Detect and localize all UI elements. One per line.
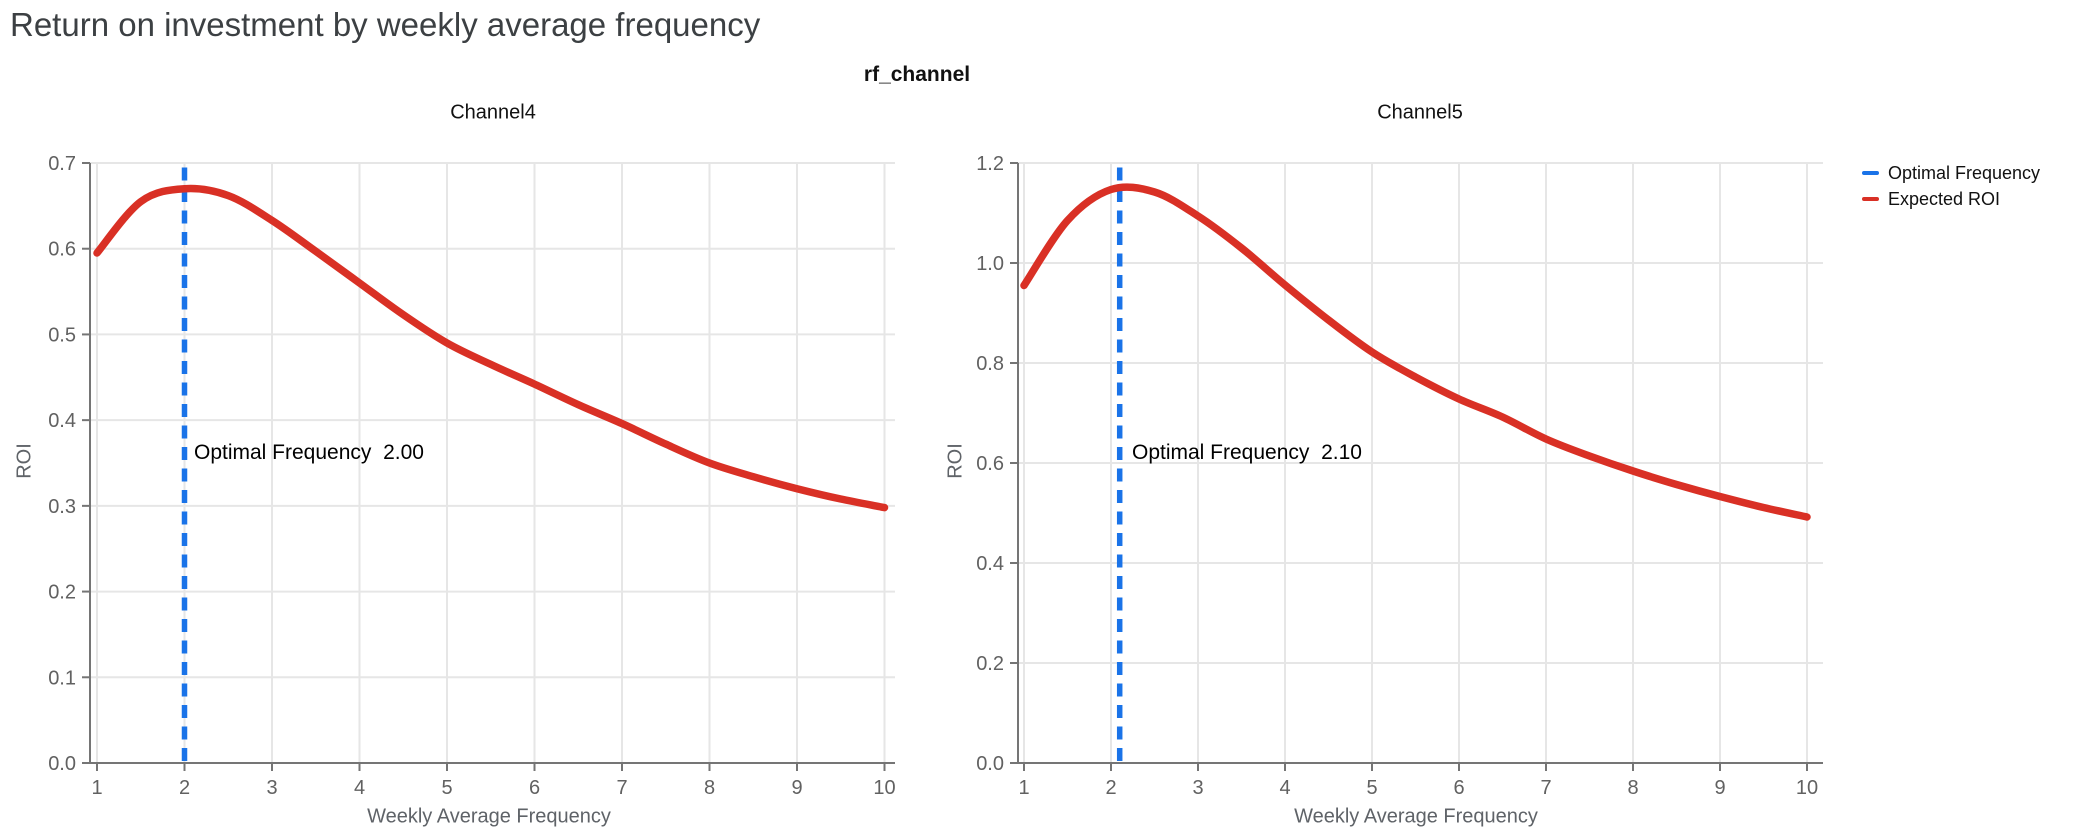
y-tick-label: 0.3 bbox=[48, 496, 76, 518]
y-tick-label: 0.2 bbox=[48, 582, 76, 604]
x-tick-label: 8 bbox=[1627, 777, 1638, 799]
y-tick-label: 0.2 bbox=[976, 653, 1004, 675]
y-tick-label: 0.5 bbox=[48, 324, 76, 346]
x-tick-label: 5 bbox=[441, 777, 452, 799]
x-tick-label: 9 bbox=[791, 777, 802, 799]
x-tick-label: 6 bbox=[529, 777, 540, 799]
optimal-frequency-annotation-channel4: Optimal Frequency 2.00 bbox=[194, 441, 424, 464]
x-tick-label: 5 bbox=[1366, 777, 1377, 799]
page-title: Return on investment by weekly average f… bbox=[10, 6, 761, 43]
y-tick-label: 0.7 bbox=[48, 153, 76, 175]
x-tick-label: 10 bbox=[873, 777, 895, 799]
chart-panel-channel4: 0.0 0.1 0.2 0.3 0.4 0.5 0.6 0.7 1 2 3 4 5 6 7 8 9 10 bbox=[48, 153, 895, 799]
x-tick-label: 7 bbox=[1540, 777, 1551, 799]
x-tick-label: 9 bbox=[1714, 777, 1725, 799]
optimal-frequency-annotation-channel5: Optimal Frequency 2.10 bbox=[1132, 441, 1362, 464]
y-tick-label: 0.4 bbox=[976, 553, 1004, 575]
y-axis-title-channel5: ROI bbox=[944, 443, 967, 479]
y-tick-label: 0.1 bbox=[48, 667, 76, 689]
legend-label: Optimal Frequency bbox=[1888, 162, 2041, 183]
x-tick-label: 6 bbox=[1453, 777, 1464, 799]
y-tick-label: 0.4 bbox=[48, 410, 76, 432]
y-tick-label: 1.0 bbox=[976, 253, 1004, 275]
x-tick-label: 10 bbox=[1796, 777, 1818, 799]
y-tick-label: 0.0 bbox=[48, 753, 76, 775]
x-tick-label: 4 bbox=[354, 777, 365, 799]
legend-label: Expected ROI bbox=[1888, 188, 2001, 209]
subplot-title-channel4: Channel4 bbox=[450, 101, 536, 124]
expected-roi-curve bbox=[1020, 183, 1811, 521]
x-tick-label: 1 bbox=[91, 777, 102, 799]
legend-item-expected-roi[interactable]: Expected ROI bbox=[1862, 186, 2040, 212]
x-tick-label: 3 bbox=[266, 777, 277, 799]
y-tick-label: 0.6 bbox=[48, 239, 76, 261]
y-axis-title-channel4: ROI bbox=[13, 443, 36, 479]
x-axis-title-channel5: Weekly Average Frequency bbox=[1294, 805, 1538, 828]
optimal-frequency-line-swatch bbox=[1862, 171, 1879, 175]
x-tick-label: 7 bbox=[616, 777, 627, 799]
y-tick-label: 0.6 bbox=[976, 453, 1004, 475]
expected-roi-line-swatch bbox=[1862, 197, 1879, 201]
legend: Optimal Frequency Expected ROI bbox=[1862, 160, 2040, 212]
x-axis-title-channel4: Weekly Average Frequency bbox=[367, 805, 611, 828]
chart-panel-channel5: 0.0 0.2 0.4 0.6 0.8 1.0 1.2 1 2 3 4 5 6 7 8 9 10 bbox=[976, 153, 1823, 799]
x-tick-label: 1 bbox=[1018, 777, 1029, 799]
legend-item-optimal-frequency[interactable]: Optimal Frequency bbox=[1862, 160, 2040, 186]
x-tick-label: 2 bbox=[1105, 777, 1116, 799]
y-tick-label: 0.0 bbox=[976, 753, 1004, 775]
x-tick-label: 4 bbox=[1279, 777, 1290, 799]
expected-roi-curve bbox=[93, 184, 889, 512]
facet-title: rf_channel bbox=[863, 63, 971, 86]
x-tick-label: 8 bbox=[704, 777, 715, 799]
x-tick-label: 2 bbox=[179, 777, 190, 799]
y-tick-label: 1.2 bbox=[976, 153, 1004, 175]
x-tick-label: 3 bbox=[1192, 777, 1203, 799]
subplot-title-channel5: Channel5 bbox=[1377, 101, 1463, 124]
y-tick-label: 0.8 bbox=[976, 353, 1004, 375]
